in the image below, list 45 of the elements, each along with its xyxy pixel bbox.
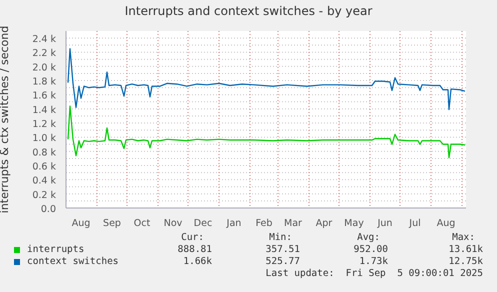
x-tick-label: Oct bbox=[134, 218, 150, 229]
text: 13.61k bbox=[448, 244, 483, 255]
legend-label: context switches bbox=[27, 256, 119, 267]
x-tick-label: Feb bbox=[256, 218, 272, 229]
y-tick-label: 2.4 k bbox=[32, 34, 56, 46]
text: 525.77 bbox=[266, 256, 300, 267]
text: 1.66k bbox=[183, 256, 212, 267]
text: Max: bbox=[452, 232, 475, 243]
legend-label: interrupts bbox=[27, 244, 84, 255]
y-tick-label: 0.6 k bbox=[32, 162, 56, 173]
text: Min: bbox=[269, 232, 292, 243]
y-tick-label: 0.2 k bbox=[32, 190, 56, 201]
y-tick-label: 0.4 k bbox=[32, 176, 56, 187]
y-tick-label: 2.0 k bbox=[32, 62, 56, 74]
x-tick-label: May bbox=[344, 218, 364, 229]
x-tick-label: Mar bbox=[284, 218, 302, 229]
y-tick-label: 2.2 k bbox=[32, 48, 56, 60]
x-tick-label: Aug bbox=[436, 218, 456, 229]
x-tick-label: Apr bbox=[316, 218, 332, 229]
x-tick-label: Aug bbox=[72, 218, 90, 229]
y-tick-label: 1.8 k bbox=[32, 76, 56, 88]
x-tick-label: Jun bbox=[376, 218, 392, 229]
text: 357.51 bbox=[266, 244, 300, 255]
x-tick-label: Jul bbox=[408, 218, 421, 229]
y-tick-label: 1.4 k bbox=[32, 104, 56, 116]
y-tick-label: 0.0 bbox=[40, 204, 56, 215]
y-tick-label: 1.6 k bbox=[32, 90, 56, 102]
x-tick-label: Nov bbox=[164, 218, 183, 229]
line-series bbox=[67, 105, 466, 158]
text: Avg: bbox=[357, 232, 380, 243]
line-series bbox=[67, 48, 466, 110]
x-tick-label: Sep bbox=[103, 218, 121, 229]
text: Last update: Fri Sep 5 09:00:01 2025 bbox=[266, 268, 483, 279]
text: 888.81 bbox=[178, 244, 212, 255]
y-tick-label: 1.0 k bbox=[32, 133, 56, 144]
x-tick-label: Jan bbox=[226, 218, 242, 229]
text: 952.00 bbox=[354, 244, 388, 255]
chart-title: Interrupts and context switches - by year bbox=[124, 4, 374, 18]
text: Cur: bbox=[181, 232, 204, 243]
y-axis-title: interrupts & ctx switches / second bbox=[0, 26, 11, 214]
x-tick-label: Dec bbox=[194, 218, 212, 229]
y-tick-label: 1.2 k bbox=[32, 119, 56, 130]
y-tick-label: 0.8 k bbox=[32, 147, 56, 158]
text: 1.73k bbox=[359, 256, 388, 267]
text: 12.75k bbox=[448, 256, 483, 267]
